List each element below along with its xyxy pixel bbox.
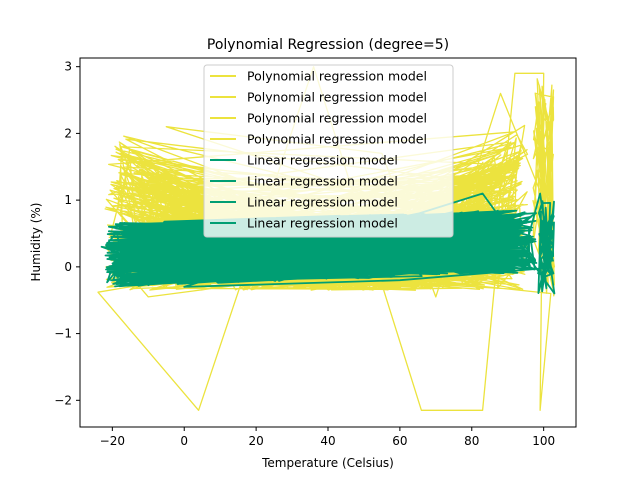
y-tick-label: 3 [64,60,72,74]
y-axis-label: Humidity (%) [29,203,43,282]
x-tick-label: 60 [392,434,407,448]
y-axis: −2 −1 0 1 2 3 [54,60,80,407]
legend-box [203,64,454,238]
x-tick-label: 0 [180,434,188,448]
legend-label: Linear regression model [247,174,398,189]
y-tick-label: 0 [64,260,72,274]
legend-label: Polynomial regression model [247,111,427,126]
legend-label: Linear regression model [247,153,398,168]
y-tick-label: 1 [64,193,72,207]
x-tick-label: 80 [464,434,479,448]
y-tick-label: −2 [54,393,72,407]
y-tick-label: −1 [54,327,72,341]
legend-label: Polynomial regression model [247,69,427,84]
legend-label: Linear regression model [247,216,398,231]
legend: Polynomial regression model Polynomial re… [203,64,454,238]
legend-label: Polynomial regression model [247,132,427,147]
x-axis-label: Temperature (Celsius) [261,456,394,470]
x-tick-label: 20 [248,434,263,448]
legend-label: Linear regression model [247,195,398,210]
x-tick-label: 100 [532,434,555,448]
chart-title: Polynomial Regression (degree=5) [207,37,449,53]
x-tick-label: 40 [320,434,335,448]
legend-label: Polynomial regression model [247,90,427,105]
x-axis: −20 0 20 40 60 80 100 [100,427,555,448]
y-tick-label: 2 [64,126,72,140]
linear-series-line [100,192,556,295]
x-tick-label: −20 [100,434,125,448]
